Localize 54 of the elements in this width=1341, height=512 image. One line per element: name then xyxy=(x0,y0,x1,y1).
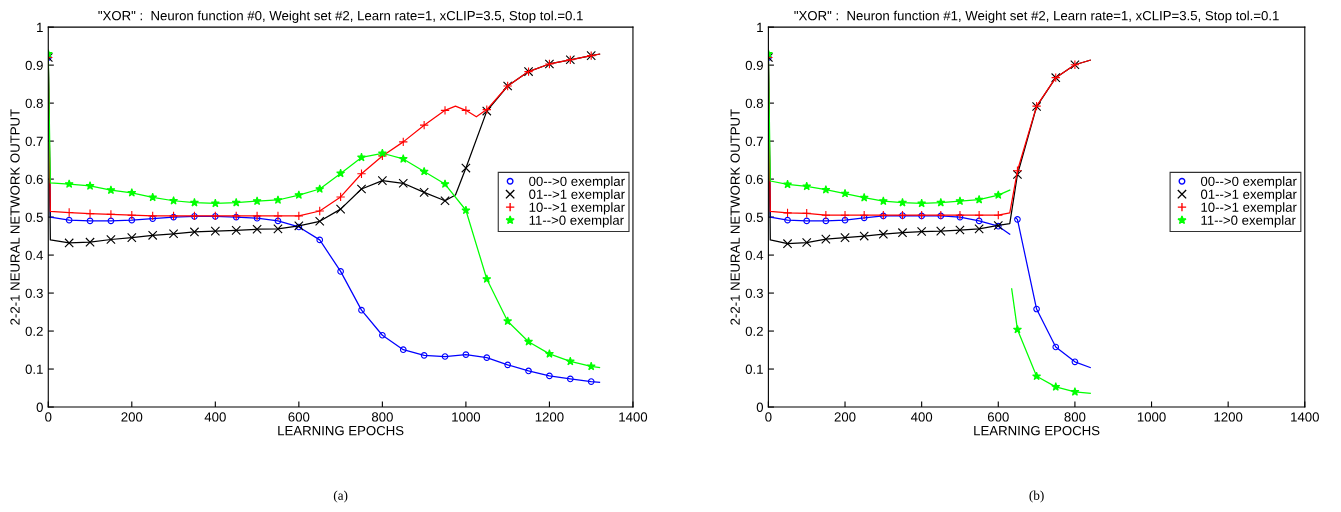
x-tick-label: 400 xyxy=(204,412,226,422)
x-tick-label: 600 xyxy=(987,412,1009,422)
y-tick-label: 0.4 xyxy=(25,250,44,260)
x-tick-label: 200 xyxy=(121,412,143,422)
y-tick-label: 0.2 xyxy=(745,326,763,336)
y-tick-label: 0.3 xyxy=(745,288,763,298)
y-axis-title: 2-2-1 NEURAL NETWORK OUTPUT xyxy=(730,109,740,325)
y-tick-label: 0.2 xyxy=(25,326,43,336)
legend-label: 00-->0 exemplar xyxy=(1200,176,1297,189)
y-axis-title: 2-2-1 NEURAL NETWORK OUTPUT xyxy=(10,109,20,325)
legend-label: 00-->0 exemplar xyxy=(529,176,625,189)
y-tick-label: 1 xyxy=(37,22,43,32)
y-tick-label: 0.6 xyxy=(25,174,43,185)
y-tick-label: 0.5 xyxy=(25,212,43,222)
x-tick-label: 800 xyxy=(1064,412,1086,422)
chart-title: "XOR" : Neuron function #1, Weight set #2, Learn rate=1, xCLIP=3.5, Stop tol.=0.1 xyxy=(794,10,1279,23)
legend-label: 01-->1 exemplar xyxy=(1200,189,1297,202)
legend-label: 11-->0 exemplar xyxy=(1201,215,1296,228)
y-tick-label: 0 xyxy=(36,402,43,412)
y-tick-label: 0.1 xyxy=(25,364,43,374)
y-tick-label: 0.9 xyxy=(745,60,763,71)
x-tick-label: 1400 xyxy=(619,412,648,422)
chart-title: "XOR" : Neuron function #0, Weight set #2, Learn rate=1, xCLIP=3.5, Stop tol.=0.1 xyxy=(98,10,583,23)
y-tick-label: 0.6 xyxy=(745,174,763,185)
y-tick-label: 0 xyxy=(756,402,764,412)
x-tick-label: 400 xyxy=(910,412,933,422)
legend-label: 11-->0 exemplar xyxy=(529,215,624,228)
x-tick-label: 200 xyxy=(834,412,856,422)
x-tick-label: 1200 xyxy=(1214,412,1243,422)
x-tick-label: 1000 xyxy=(452,412,481,422)
x-tick-label: 600 xyxy=(288,412,310,422)
legend-label: 10-->1 exemplar xyxy=(529,202,625,215)
y-tick-label: 0.4 xyxy=(745,250,764,260)
y-tick-label: 0.7 xyxy=(745,136,763,147)
text: (b) xyxy=(1029,490,1044,503)
x-tick-label: 0 xyxy=(45,412,52,422)
y-tick-label: 0.3 xyxy=(25,288,43,298)
y-tick-label: 0.1 xyxy=(745,364,763,374)
x-tick-label: 1000 xyxy=(1137,412,1166,422)
y-tick-label: 0.9 xyxy=(25,60,43,71)
x-axis-title: LEARNING EPOCHS xyxy=(278,425,404,436)
x-tick-label: 1400 xyxy=(1291,412,1319,422)
legend-label: 10-->1 exemplar xyxy=(1201,202,1297,215)
text: (a) xyxy=(333,490,348,503)
x-tick-label: 800 xyxy=(371,412,393,422)
x-tick-label: 0 xyxy=(765,412,772,422)
x-tick-label: 1200 xyxy=(535,412,564,422)
legend-label: 01-->1 exemplar xyxy=(529,189,625,202)
y-tick-label: 1 xyxy=(757,22,763,32)
y-tick-label: 0.5 xyxy=(745,212,763,222)
x-axis-title: LEARNING EPOCHS xyxy=(974,425,1100,436)
y-tick-label: 0.8 xyxy=(745,98,763,109)
y-tick-label: 0.7 xyxy=(25,136,43,147)
y-tick-label: 0.8 xyxy=(25,98,43,109)
